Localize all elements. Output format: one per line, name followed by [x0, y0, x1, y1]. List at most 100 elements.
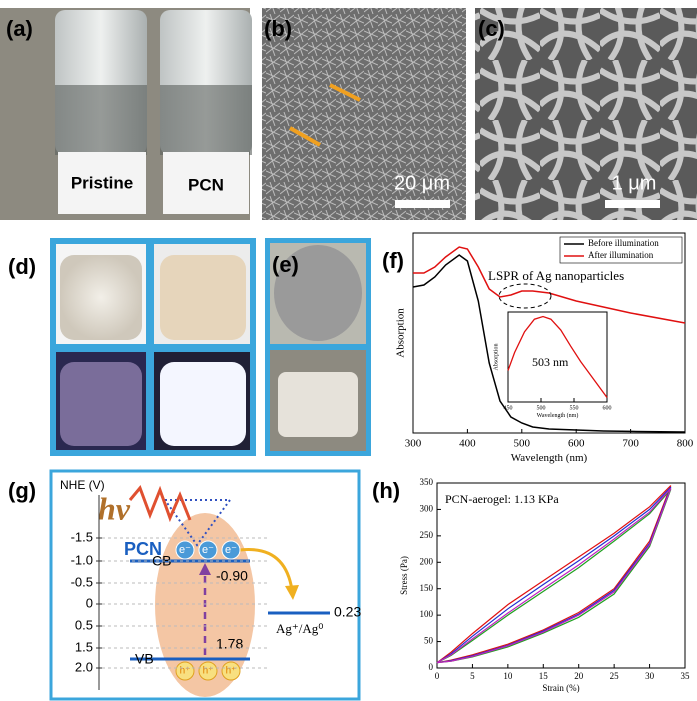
x-tick-label: 550 [570, 405, 579, 411]
vial-liquid [55, 85, 147, 155]
vial-cap [58, 152, 146, 214]
panel-label: (b) [264, 16, 292, 41]
x-tick-label: 30 [645, 671, 655, 681]
y-tick-label: 300 [420, 503, 434, 513]
band-diagram: NHE (V) hv PCN CB -0.90 VB 1.78 0.23 Ag⁺… [8, 469, 361, 701]
scale-bar [395, 200, 450, 208]
x-tick-label: 700 [622, 438, 639, 450]
vial-liquid [160, 85, 252, 155]
level-value: 1.78 [216, 636, 243, 652]
sem-c: 1 μm (c) [475, 8, 697, 220]
y-tick-label: 50 [424, 636, 434, 646]
sponge [60, 362, 142, 446]
y-axis-label: Stress (Pa) [399, 556, 409, 595]
panel-label: (d) [8, 254, 36, 279]
couple-label: Ag⁺/Ag⁰ [276, 621, 323, 636]
scale-label: 0 [86, 595, 93, 610]
scale-bar [605, 200, 660, 208]
sem-image [262, 8, 466, 220]
x-tick-label: 15 [539, 671, 549, 681]
level-label: VB [135, 651, 154, 667]
x-tick-label: 600 [568, 438, 585, 450]
electron-label: e⁻ [225, 544, 237, 556]
photo-a: Pristine PCN (a) [0, 8, 252, 220]
level-label: CB [152, 553, 171, 569]
vial-cap [163, 152, 249, 214]
electron-label: e⁻ [202, 544, 214, 556]
annotation: LSPR of Ag nanoparticles [488, 268, 624, 283]
scale-label: 1.5 [75, 639, 93, 654]
transfer-arrow [239, 548, 294, 591]
material-label: PCN [124, 539, 162, 559]
x-tick-label: 5 [470, 671, 475, 681]
plot-frame [412, 232, 686, 434]
sponge [278, 372, 358, 437]
electron [175, 540, 195, 560]
panel-label: (e) [272, 252, 299, 277]
axis-title: NHE (V) [60, 478, 105, 492]
hole [221, 661, 241, 681]
inset-label: 503 nm [532, 355, 569, 369]
data-line [413, 246, 686, 324]
scale-label: 0.5 [75, 617, 93, 632]
electron [198, 540, 218, 560]
sponge [274, 245, 362, 341]
hole-label: h⁺ [180, 666, 191, 677]
panel-label: (h) [372, 478, 400, 503]
x-tick-label: 600 [603, 405, 612, 411]
y-tick-label: 0 [429, 662, 434, 672]
sem-image [475, 8, 697, 220]
plot-frame [507, 311, 608, 403]
scale-label: 2.0 [75, 659, 93, 674]
electron-label: e⁻ [179, 544, 191, 556]
light-wave [128, 485, 192, 523]
photo-e: (e) [265, 238, 371, 456]
vial-label: PCN [188, 175, 224, 194]
annotation: PCN-aerogel: 1.13 KPa [445, 492, 559, 506]
data-line [436, 487, 672, 664]
x-tick-label: 35 [681, 671, 691, 681]
x-tick-label: 400 [459, 438, 476, 450]
panel-label: (a) [6, 16, 33, 41]
hole-label: h⁺ [203, 666, 214, 677]
hole [198, 661, 218, 681]
x-tick-label: 800 [677, 438, 694, 450]
x-tick-label: 20 [574, 671, 584, 681]
x-tick-label: 10 [503, 671, 513, 681]
arrowhead [285, 585, 299, 600]
data-line [436, 486, 672, 664]
sem-b: 20 μm (b) [262, 8, 466, 220]
data-line [436, 485, 672, 664]
sponge [160, 255, 246, 340]
legend-label: Before illumination [588, 238, 659, 248]
x-tick-label: 450 [504, 405, 513, 411]
level-value: 0.23 [334, 604, 361, 620]
data-line [507, 315, 608, 398]
y-tick-label: 100 [420, 609, 434, 619]
y-tick-label: 350 [420, 477, 434, 487]
scale-text: 20 μm [394, 172, 450, 194]
electron [221, 540, 241, 560]
sponge [60, 255, 142, 340]
photo-d: (d) [8, 238, 256, 456]
sponge [160, 362, 246, 446]
y-tick-label: 250 [420, 530, 434, 540]
y-axis-label: Absorption [395, 308, 407, 358]
x-tick-label: 0 [435, 671, 440, 681]
legend-box [559, 236, 683, 264]
scale-text: 1 μm [612, 172, 657, 194]
y-tick-label: 200 [420, 556, 434, 566]
scale-label: -1.0 [71, 552, 93, 567]
arrow [329, 83, 361, 102]
x-tick-label: 500 [514, 438, 531, 450]
x-axis-label: Strain (%) [542, 683, 579, 693]
hole [175, 661, 195, 681]
panel-label: (f) [382, 248, 404, 273]
hole-label: h⁺ [226, 666, 237, 677]
panel-label: (g) [8, 478, 36, 503]
y-axis-label: Absorption [493, 344, 499, 371]
x-axis-label: Wavelength (nm) [537, 412, 579, 419]
vial-label: Pristine [71, 173, 133, 192]
panel-label: (c) [478, 16, 505, 41]
